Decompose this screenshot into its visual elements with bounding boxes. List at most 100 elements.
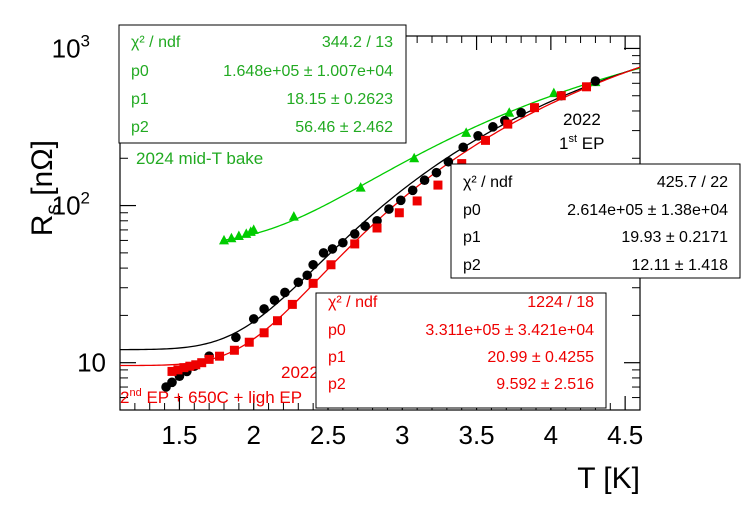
data-point-square — [308, 278, 318, 288]
data-point-square — [326, 260, 336, 270]
annotation-red-ep: 2nd EP + 650C + ligh EP — [120, 387, 302, 407]
y-tick-label: 103 — [52, 31, 90, 63]
data-point-circle — [372, 215, 382, 226]
annotation-black-sup: st — [568, 133, 577, 145]
svg-text:Rs [nΩ]: Rs [nΩ] — [26, 140, 65, 236]
x-axis-label: T [K] — [577, 462, 640, 495]
x-tick-label: 3.5 — [458, 420, 494, 450]
annotation-black-ep: 1st EP — [559, 133, 604, 153]
stats-box-green: χ² / ndf 344.2 / 13 p0 1.648e+05 ± 1.007… — [118, 24, 407, 144]
data-point-circle — [269, 295, 280, 305]
svg-text:p1: p1 — [463, 229, 481, 246]
data-point-circle — [280, 287, 290, 298]
svg-text:344.2 / 13: 344.2 / 13 — [322, 34, 393, 51]
data-point-square — [503, 119, 513, 129]
svg-text:19.93 ± 0.2171: 19.93 ± 0.2171 — [621, 229, 728, 246]
data-point-square — [204, 354, 214, 364]
y-tick-label: 102 — [52, 189, 90, 221]
annotation-black-year: 2022 — [563, 110, 601, 129]
data-point-square — [350, 239, 360, 249]
svg-text:p0: p0 — [131, 63, 149, 80]
y-axis-label-sub: s — [42, 204, 65, 215]
data-point-circle — [349, 229, 360, 239]
data-point-square — [191, 360, 201, 370]
data-point-triangle — [248, 224, 259, 234]
svg-text:1.648e+05 ± 1.007e+04: 1.648e+05 ± 1.007e+04 — [223, 63, 393, 80]
svg-text:χ² / ndf: χ² / ndf — [328, 294, 378, 311]
data-point-circle — [396, 195, 406, 206]
svg-text:χ² / ndf: χ² / ndf — [131, 34, 181, 51]
svg-text:p1: p1 — [131, 91, 149, 108]
fit-curve-0 — [220, 67, 641, 242]
svg-text:2.614e+05 ± 1.38e+04: 2.614e+05 ± 1.38e+04 — [567, 202, 728, 219]
svg-text:p2: p2 — [328, 376, 346, 393]
annotation-red-year: 2022 — [281, 363, 319, 382]
data-point-circle — [338, 237, 348, 248]
fit-curve-1 — [119, 66, 641, 351]
data-point-circle — [259, 304, 269, 314]
data-point-circle — [327, 244, 338, 254]
data-point-triangle — [233, 230, 244, 241]
data-point-square — [582, 82, 592, 92]
x-tick-label: 3 — [395, 420, 409, 450]
x-tick-label: 1.5 — [161, 420, 197, 450]
data-point-triangle — [288, 211, 299, 221]
data-point-square — [259, 328, 269, 338]
x-tick-label: 4.5 — [607, 420, 643, 450]
data-point-square — [197, 358, 207, 368]
axis-ticks: 1.5 2 2.5 3 3.5 4 4.5 10 102 103 — [52, 31, 644, 450]
data-point-circle — [318, 248, 329, 258]
data-point-triangle — [219, 234, 229, 245]
data-point-circle — [419, 175, 430, 186]
data-point-square — [179, 363, 189, 373]
svg-text:p2: p2 — [463, 257, 481, 274]
stats-box-black: χ² / ndf 425.7 / 22 p0 2.614e+05 ± 1.38e… — [450, 163, 741, 279]
data-point-square — [556, 91, 566, 101]
y-tick-label: 10 — [77, 348, 106, 378]
data-point-square — [480, 135, 490, 145]
data-point-square — [272, 316, 282, 326]
data-point-circle — [308, 259, 318, 270]
data-point-circle — [231, 332, 241, 343]
svg-text:p1: p1 — [328, 349, 346, 366]
svg-text:3.311e+05 ± 3.421e+04: 3.311e+05 ± 3.421e+04 — [425, 322, 594, 339]
x-tick-label: 2.5 — [310, 420, 346, 450]
svg-text:p0: p0 — [328, 322, 346, 339]
data-point-square — [372, 223, 382, 233]
x-tick-label: 4 — [544, 420, 558, 450]
data-point-circle — [293, 277, 304, 288]
svg-text:p2: p2 — [131, 119, 149, 136]
data-point-circle — [407, 185, 418, 196]
data-point-triangle — [504, 107, 515, 117]
data-point-circle — [302, 270, 313, 281]
svg-text:20.99 ± 0.4255: 20.99 ± 0.4255 — [487, 349, 594, 366]
data-point-square — [244, 337, 254, 347]
data-point-triangle — [355, 182, 366, 192]
data-point-square — [394, 208, 404, 218]
svg-text:425.7 / 22: 425.7 / 22 — [657, 174, 728, 191]
data-point-square — [173, 365, 183, 375]
data-point-circle — [431, 167, 442, 178]
data-point-square — [185, 361, 195, 371]
data-point-circle — [384, 204, 394, 214]
data-point-circle — [590, 76, 601, 86]
data-markers — [161, 76, 601, 392]
x-tick-label: 2 — [246, 420, 260, 450]
svg-text:9.592 ± 2.516: 9.592 ± 2.516 — [496, 376, 594, 393]
data-point-circle — [516, 107, 526, 118]
data-point-square — [287, 299, 297, 309]
svg-text:1224 / 18: 1224 / 18 — [527, 294, 594, 311]
data-point-triangle — [226, 232, 237, 243]
data-point-square — [167, 366, 177, 376]
data-point-square — [412, 196, 422, 206]
data-point-square — [215, 351, 225, 361]
data-point-circle — [488, 122, 498, 132]
data-point-square — [433, 180, 443, 190]
svg-text:18.15 ± 0.2623: 18.15 ± 0.2623 — [286, 91, 393, 108]
data-point-circle — [458, 142, 469, 153]
data-point-square — [530, 103, 540, 113]
svg-text:12.11 ± 1.418: 12.11 ± 1.418 — [631, 257, 728, 274]
data-point-triangle — [548, 87, 559, 98]
data-point-circle — [473, 130, 483, 141]
annotation-red-sup: nd — [129, 387, 141, 399]
